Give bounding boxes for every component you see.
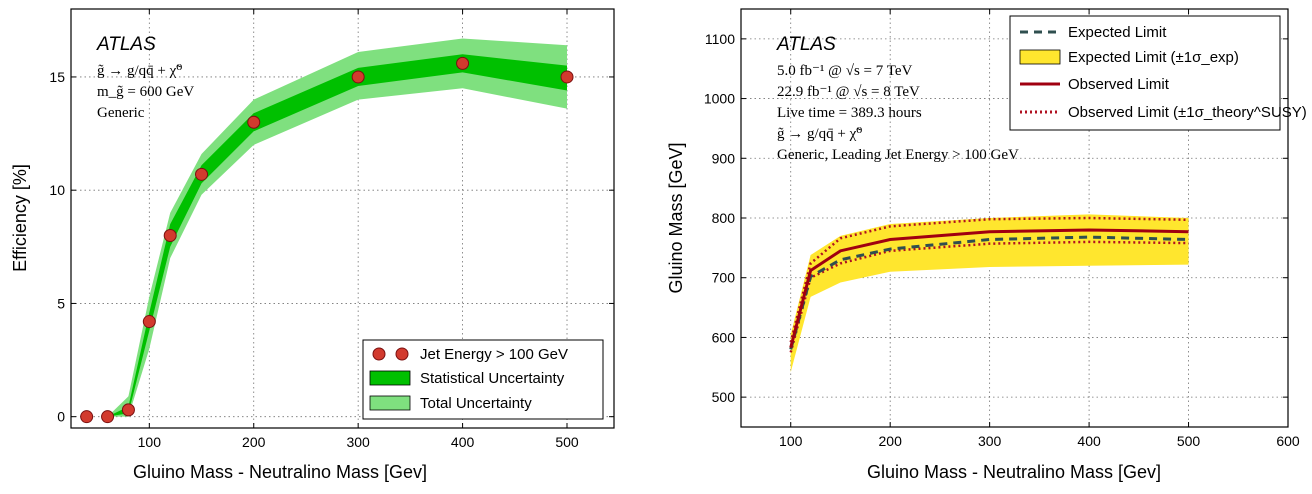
efficiency-x-tick-label-300: 300 bbox=[346, 434, 370, 450]
efficiency-x-tick-label-500: 500 bbox=[555, 434, 579, 450]
limit-observed-line bbox=[789, 228, 1189, 348]
efficiency-x-tick-label-400: 400 bbox=[451, 434, 475, 450]
efficiency-ticks: 100 200 300 400 500 0 5 10 15 bbox=[49, 9, 614, 450]
limit-legend: Expected Limit Expected Limit (±1σ_exp) … bbox=[1009, 15, 1307, 131]
efficiency-y-tick-label-0: 0 bbox=[57, 409, 65, 425]
efficiency-point-200 bbox=[247, 115, 261, 129]
limit-x-tick-label-600: 600 bbox=[1276, 433, 1300, 449]
efficiency-x-tick-label-100: 100 bbox=[138, 434, 162, 450]
efficiency-legend-label-stat: Statistical Uncertainty bbox=[420, 370, 565, 387]
limit-y-axis-title: Gluino Mass [GeV] bbox=[666, 142, 686, 293]
efficiency-x-axis-title: Gluino Mass - Neutralino Mass [Gev] bbox=[133, 462, 427, 482]
limit-lines bbox=[789, 216, 1189, 353]
efficiency-markers bbox=[80, 56, 574, 424]
efficiency-point-400 bbox=[456, 56, 470, 70]
limit-bands bbox=[790, 214, 1189, 373]
efficiency-annotation-mass: m_g̃ = 600 GeV bbox=[97, 84, 194, 100]
limit-x-axis-title: Gluino Mass - Neutralino Mass [Gev] bbox=[867, 462, 1161, 482]
limit-legend-label-observed: Observed Limit bbox=[1068, 76, 1170, 93]
limit-legend-label-expected-band: Expected Limit (±1σ_exp) bbox=[1068, 49, 1239, 66]
limit-x-tick-label-300: 300 bbox=[978, 433, 1002, 449]
efficiency-legend: Jet Energy > 100 GeV Statistical Uncerta… bbox=[362, 339, 604, 420]
efficiency-bands bbox=[86, 38, 568, 417]
efficiency-point-300 bbox=[351, 70, 365, 84]
efficiency-point-100 bbox=[142, 315, 156, 329]
limit-y-tick-label-1100: 1100 bbox=[705, 31, 735, 47]
limit-ticks: 100 200 300 400 500 600 500 600 700 800 900 1000 110… bbox=[704, 9, 1300, 449]
efficiency-point-120 bbox=[163, 228, 177, 242]
limit-y-tick-label-900: 900 bbox=[712, 150, 736, 166]
limit-legend-label-observed-band: Observed Limit (±1σ_theory^SUSY) bbox=[1068, 104, 1307, 121]
efficiency-point-150 bbox=[195, 167, 209, 181]
efficiency-point-60 bbox=[101, 410, 115, 424]
limit-legend-label-expected: Expected Limit bbox=[1068, 24, 1167, 41]
limit-x-tick-label-500: 500 bbox=[1177, 433, 1201, 449]
efficiency-y-tick-label-15: 15 bbox=[49, 69, 65, 85]
limit-annotation-decay: g̃ → g/qq̄ + χ̃⁰ bbox=[777, 126, 862, 142]
limit-x-tick-label-400: 400 bbox=[1077, 433, 1101, 449]
efficiency-legend-swatch-stat bbox=[369, 370, 411, 386]
efficiency-legend-swatch-total bbox=[369, 395, 411, 411]
limit-chart: 100 200 300 400 500 600 500 600 700 800 900 1000 110… bbox=[666, 8, 1307, 482]
limit-annotation-selection: Generic, Leading Jet Energy > 100 GeV bbox=[777, 147, 1019, 163]
limit-observed-theory-upper-line bbox=[789, 216, 1189, 343]
limit-y-tick-label-800: 800 bbox=[712, 210, 736, 226]
efficiency-legend-label-points: Jet Energy > 100 GeV bbox=[420, 346, 568, 363]
limit-annotation-lumi-8tev: 22.9 fb⁻¹ @ √s = 8 TeV bbox=[777, 84, 920, 100]
limit-y-tick-label-700: 700 bbox=[712, 270, 736, 286]
limit-observed-theory-lower-line bbox=[789, 240, 1189, 353]
efficiency-chart: 100 200 300 400 500 0 5 10 15 ATLAS g̃ → g/qq̄ +… bbox=[10, 8, 615, 482]
efficiency-y-tick-label-10: 10 bbox=[49, 182, 65, 198]
efficiency-legend-label-total: Total Uncertainty bbox=[420, 395, 532, 412]
limit-y-tick-label-600: 600 bbox=[712, 329, 736, 345]
efficiency-point-500 bbox=[560, 70, 574, 84]
limit-y-tick-label-500: 500 bbox=[712, 389, 736, 405]
efficiency-plot-frame bbox=[70, 8, 615, 429]
limit-y-tick-label-1000: 1000 bbox=[704, 91, 735, 107]
efficiency-atlas-label: ATLAS bbox=[96, 34, 156, 55]
efficiency-point-40 bbox=[80, 410, 94, 424]
limit-annotation-live-time: Live time = 389.3 hours bbox=[777, 105, 922, 121]
limit-annotation-lumi-7tev: 5.0 fb⁻¹ @ √s = 7 TeV bbox=[777, 63, 913, 79]
efficiency-legend-marker-b bbox=[395, 347, 409, 361]
limit-atlas-label: ATLAS bbox=[776, 34, 836, 55]
efficiency-x-tick-label-200: 200 bbox=[242, 434, 266, 450]
efficiency-y-tick-label-5: 5 bbox=[57, 295, 65, 311]
limit-legend-swatch-expected-band bbox=[1019, 49, 1061, 65]
limit-x-tick-label-200: 200 bbox=[879, 433, 903, 449]
efficiency-annotation-decay: g̃ → g/qq̄ + χ̃⁰ bbox=[97, 63, 182, 79]
limit-expected-band bbox=[790, 214, 1189, 373]
limit-x-tick-label-100: 100 bbox=[779, 433, 803, 449]
efficiency-y-axis-title: Efficiency [%] bbox=[10, 164, 30, 272]
efficiency-legend-marker-a bbox=[372, 347, 386, 361]
efficiency-annotation-model: Generic bbox=[97, 105, 145, 121]
efficiency-statistical-uncertainty-band bbox=[86, 54, 568, 417]
efficiency-point-80 bbox=[121, 403, 135, 417]
